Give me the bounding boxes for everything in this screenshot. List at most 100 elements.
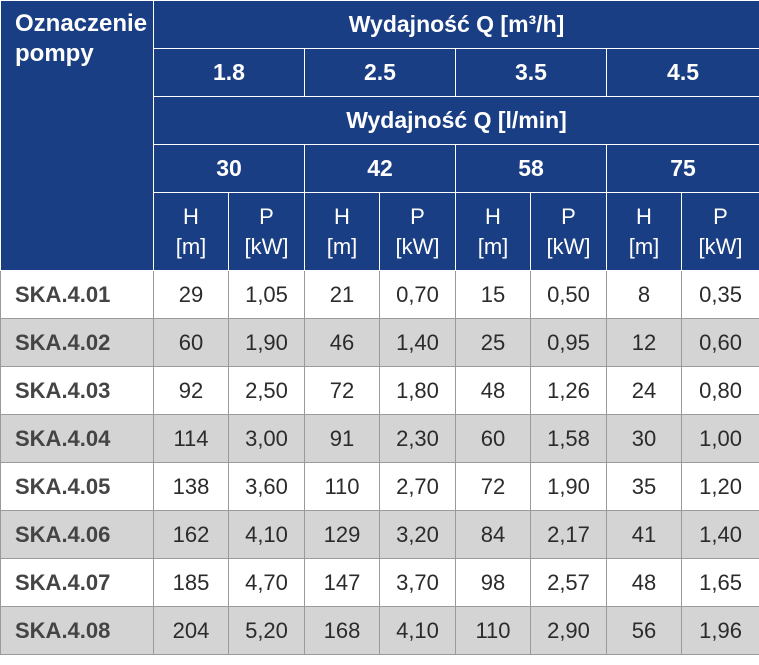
head-value-cell: 92	[153, 366, 229, 415]
head-value-cell: 72	[304, 366, 380, 415]
table-row: SKA.4.04 114 3,00 91 2,30 60 1,58 30 1,00	[0, 414, 759, 463]
head-value-cell: 162	[153, 510, 229, 559]
power-value-cell: 4,10	[228, 510, 305, 559]
power-value-cell: 3,20	[379, 510, 456, 559]
table-body: SKA.4.01 29 1,05 21 0,70 15 0,50 8 0,35 SKA.4.02 6…	[0, 270, 759, 655]
power-value-cell: 2,90	[530, 606, 607, 655]
head-value-cell: 48	[455, 366, 531, 415]
power-value-cell: 4,70	[228, 558, 305, 607]
head-value-cell: 147	[304, 558, 380, 607]
power-value-cell: 1,65	[680, 558, 759, 607]
flow-m3h-value: 4.5	[605, 48, 759, 97]
head-value-cell: 91	[304, 414, 380, 463]
power-column-header: P [kW]	[530, 192, 607, 271]
power-value-cell: 2,50	[228, 366, 305, 415]
head-column-header: H [m]	[606, 192, 682, 271]
head-value-cell: 46	[304, 318, 380, 367]
head-value-cell: 56	[606, 606, 682, 655]
head-value-cell: 84	[455, 510, 531, 559]
head-value-cell: 168	[304, 606, 380, 655]
flow-m3h-title: Wydajność Q [m³/h]	[152, 0, 759, 49]
table-row: SKA.4.06 162 4,10 129 3,20 84 2,17 41 1,40	[0, 510, 759, 559]
head-value-cell: 48	[606, 558, 682, 607]
head-value-cell: 21	[304, 270, 380, 319]
pump-designation-header: Oznaczenie pompy	[0, 0, 154, 271]
head-value-cell: 8	[606, 270, 682, 319]
head-value-cell: 129	[304, 510, 380, 559]
head-value-cell: 110	[455, 606, 531, 655]
head-value-cell: 30	[606, 414, 682, 463]
power-value-cell: 0,80	[680, 366, 759, 415]
power-value-cell: 3,60	[228, 462, 305, 511]
power-value-cell: 1,00	[680, 414, 759, 463]
power-value-cell: 2,57	[530, 558, 607, 607]
power-value-cell: 0,35	[680, 270, 759, 319]
power-value-cell: 2,70	[379, 462, 456, 511]
power-column-header: P [kW]	[379, 192, 456, 271]
head-value-cell: 110	[304, 462, 380, 511]
head-value-cell: 185	[153, 558, 229, 607]
head-value-cell: 24	[606, 366, 682, 415]
flow-m3h-value: 3.5	[455, 48, 607, 97]
power-value-cell: 3,70	[379, 558, 456, 607]
head-value-cell: 12	[606, 318, 682, 367]
power-value-cell: 1,40	[379, 318, 456, 367]
power-value-cell: 1,20	[680, 462, 759, 511]
power-value-cell: 1,58	[530, 414, 607, 463]
power-column-header: P [kW]	[680, 192, 759, 271]
pump-model-cell: SKA.4.04	[0, 414, 154, 463]
power-value-cell: 1,80	[379, 366, 456, 415]
pump-model-cell: SKA.4.01	[0, 270, 154, 319]
power-value-cell: 2,30	[379, 414, 456, 463]
head-value-cell: 29	[153, 270, 229, 319]
flow-m3h-value: 2.5	[304, 48, 456, 97]
power-value-cell: 0,50	[530, 270, 607, 319]
table-row: SKA.4.01 29 1,05 21 0,70 15 0,50 8 0,35	[0, 270, 759, 319]
flow-lmin-value: 75	[605, 144, 759, 193]
head-value-cell: 60	[455, 414, 531, 463]
head-value-cell: 72	[455, 462, 531, 511]
table-row: SKA.4.03 92 2,50 72 1,80 48 1,26 24 0,80	[0, 366, 759, 415]
head-value-cell: 60	[153, 318, 229, 367]
flow-lmin-value: 30	[153, 144, 305, 193]
pump-model-cell: SKA.4.07	[0, 558, 154, 607]
head-value-cell: 98	[455, 558, 531, 607]
flow-lmin-title: Wydajność Q [l/min]	[152, 96, 759, 145]
flow-m3h-value: 1.8	[153, 48, 305, 97]
power-value-cell: 1,90	[228, 318, 305, 367]
head-column-header: H [m]	[153, 192, 229, 271]
head-column-header: H [m]	[455, 192, 531, 271]
table-row: SKA.4.05 138 3,60 110 2,70 72 1,90 35 1,20	[0, 462, 759, 511]
power-value-cell: 1,90	[530, 462, 607, 511]
head-value-cell: 15	[455, 270, 531, 319]
head-value-cell: 41	[606, 510, 682, 559]
pump-model-cell: SKA.4.02	[0, 318, 154, 367]
pump-model-cell: SKA.4.08	[0, 606, 154, 655]
head-value-cell: 25	[455, 318, 531, 367]
table-row: SKA.4.08 204 5,20 168 4,10 110 2,90 56 1,96	[0, 606, 759, 655]
power-value-cell: 1,96	[680, 606, 759, 655]
pump-model-cell: SKA.4.03	[0, 366, 154, 415]
power-value-cell: 4,10	[379, 606, 456, 655]
power-column-header: P [kW]	[228, 192, 305, 271]
head-value-cell: 204	[153, 606, 229, 655]
head-value-cell: 138	[153, 462, 229, 511]
flow-lmin-value: 58	[455, 144, 607, 193]
power-value-cell: 1,05	[228, 270, 305, 319]
head-value-cell: 35	[606, 462, 682, 511]
head-value-cell: 114	[153, 414, 229, 463]
head-column-header: H [m]	[304, 192, 380, 271]
power-value-cell: 0,60	[680, 318, 759, 367]
pump-model-cell: SKA.4.05	[0, 462, 154, 511]
power-value-cell: 5,20	[228, 606, 305, 655]
table-row: SKA.4.07 185 4,70 147 3,70 98 2,57 48 1,65	[0, 558, 759, 607]
pump-model-cell: SKA.4.06	[0, 510, 154, 559]
power-value-cell: 1,26	[530, 366, 607, 415]
power-value-cell: 2,17	[530, 510, 607, 559]
table-row: SKA.4.02 60 1,90 46 1,40 25 0,95 12 0,60	[0, 318, 759, 367]
power-value-cell: 0,95	[530, 318, 607, 367]
power-value-cell: 0,70	[379, 270, 456, 319]
power-value-cell: 1,40	[680, 510, 759, 559]
power-value-cell: 3,00	[228, 414, 305, 463]
